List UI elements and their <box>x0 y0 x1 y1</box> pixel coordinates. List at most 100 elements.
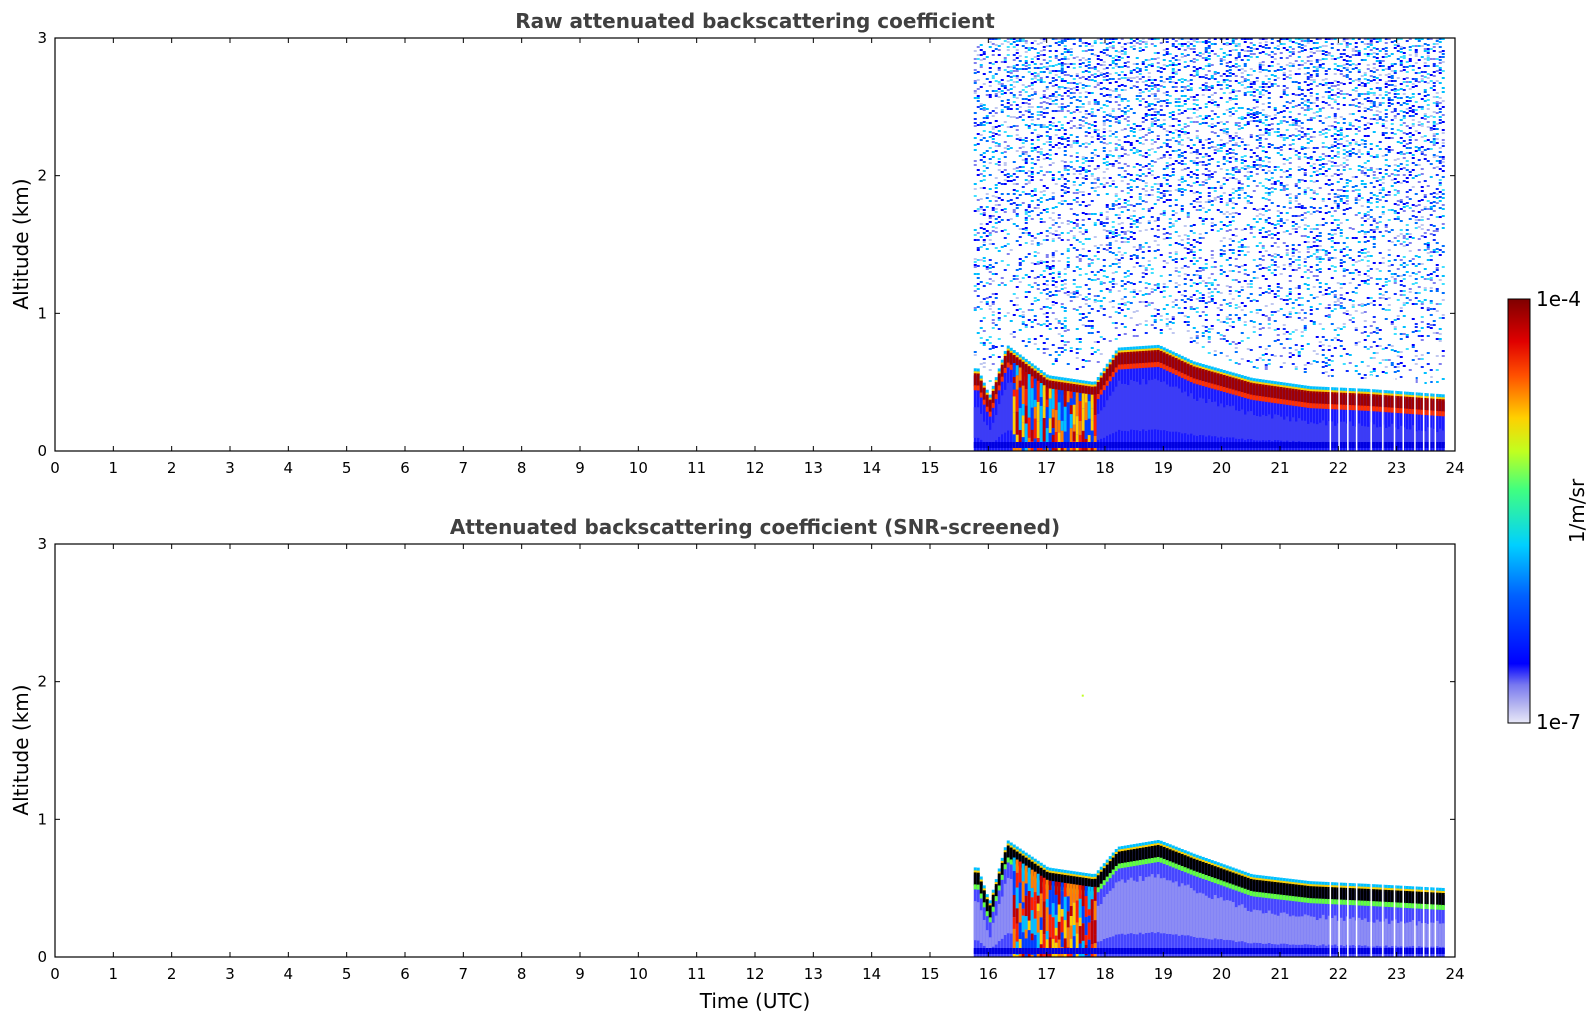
heatmap-cell <box>1291 122 1295 124</box>
heatmap-cell <box>1288 70 1292 72</box>
heatmap-cell <box>1102 314 1106 316</box>
heatmap-cell <box>1237 169 1241 171</box>
heatmap-cell <box>1000 152 1004 154</box>
heatmap-cell <box>979 320 983 322</box>
heatmap-cell <box>1237 291 1241 293</box>
heatmap-cell <box>1042 108 1046 110</box>
heatmap-cell <box>1291 383 1295 388</box>
heatmap-cell <box>1114 149 1118 151</box>
heatmap-cell <box>1300 38 1304 40</box>
heatmap-cell <box>982 214 986 216</box>
heatmap-cell <box>1303 371 1307 373</box>
heatmap-cell <box>1168 295 1172 297</box>
heatmap-cell <box>1243 92 1247 94</box>
heatmap-cell <box>1063 56 1067 58</box>
heatmap-cell <box>1210 141 1214 143</box>
heatmap-cell <box>1078 191 1082 193</box>
heatmap-cell <box>1240 141 1244 143</box>
heatmap-cell <box>1156 111 1160 113</box>
heatmap-cell <box>1069 127 1073 129</box>
heatmap-cell <box>1009 72 1013 74</box>
heatmap-cell <box>1042 158 1046 160</box>
heatmap-cell <box>1189 176 1193 178</box>
heatmap-cell <box>1078 45 1082 47</box>
heatmap-cell <box>1246 167 1250 169</box>
heatmap-cell <box>1135 203 1139 205</box>
heatmap-cell <box>1066 110 1070 112</box>
heatmap-cell <box>1294 259 1298 261</box>
heatmap-cell <box>1198 196 1202 198</box>
heatmap-cell <box>1042 418 1046 442</box>
heatmap-cell <box>1306 101 1310 103</box>
heatmap-cell <box>1018 204 1022 206</box>
heatmap-cell <box>1198 366 1202 370</box>
heatmap-cell <box>1027 180 1031 182</box>
heatmap-cell <box>1186 137 1190 139</box>
heatmap-cell <box>979 105 983 107</box>
heatmap-cell <box>1198 217 1202 219</box>
heatmap-cell <box>1090 79 1094 81</box>
heatmap-cell <box>1030 388 1034 408</box>
heatmap-cell <box>1228 140 1232 142</box>
heatmap-cell <box>1105 168 1109 170</box>
heatmap-cell <box>997 81 1001 83</box>
heatmap-cell <box>1129 144 1133 146</box>
heatmap-cell <box>988 221 992 223</box>
heatmap-cell <box>1021 146 1025 148</box>
heatmap-cell <box>1027 361 1031 366</box>
heatmap-cell <box>1198 242 1202 244</box>
heatmap-cell <box>973 273 977 275</box>
heatmap-cell <box>1135 381 1139 431</box>
heatmap-cell <box>1093 103 1097 105</box>
heatmap-cell <box>1264 172 1268 174</box>
heatmap-cell <box>1003 179 1007 181</box>
heatmap-cell <box>1009 442 1013 448</box>
heatmap-cell <box>1063 442 1067 448</box>
heatmap-cell <box>1075 160 1079 162</box>
heatmap-cell <box>1039 71 1043 73</box>
heatmap-cell <box>1264 210 1268 212</box>
heatmap-cell <box>1027 111 1031 113</box>
heatmap-cell <box>1228 157 1232 159</box>
heatmap-cell <box>973 261 977 263</box>
heatmap-cell <box>1294 195 1298 197</box>
heatmap-cell <box>1249 68 1253 70</box>
heatmap-cell <box>1090 53 1094 55</box>
heatmap-cell <box>1291 354 1295 356</box>
heatmap-cell <box>1045 267 1049 269</box>
heatmap-cell <box>1264 291 1268 293</box>
heatmap-cell <box>1072 168 1076 170</box>
heatmap-cell <box>1156 349 1160 363</box>
heatmap-cell <box>1003 61 1007 63</box>
heatmap-cell <box>1282 399 1286 405</box>
heatmap-cell <box>1123 163 1127 165</box>
heatmap-cell <box>1150 291 1154 293</box>
heatmap-cell <box>1003 284 1007 286</box>
heatmap-cell <box>1033 442 1037 448</box>
heatmap-cell <box>1204 65 1208 67</box>
heatmap-cell <box>1066 429 1070 451</box>
heatmap-cell <box>1195 74 1199 76</box>
heatmap-cell <box>1234 171 1238 173</box>
heatmap-cell <box>1288 313 1292 315</box>
heatmap-cell <box>1033 207 1037 209</box>
heatmap-cell <box>1192 378 1196 384</box>
heatmap-cell <box>1012 293 1016 295</box>
heatmap-cell <box>1252 81 1256 83</box>
heatmap-cell <box>1120 89 1124 91</box>
heatmap-cell <box>1021 170 1025 172</box>
heatmap-cell <box>1147 59 1151 61</box>
heatmap-cell <box>1213 149 1217 151</box>
heatmap-cell <box>1111 231 1115 233</box>
heatmap-cell <box>1291 134 1295 136</box>
heatmap-cell <box>1138 384 1142 432</box>
heatmap-cell <box>1075 384 1079 398</box>
heatmap-cell <box>1288 356 1292 358</box>
heatmap-cell <box>997 404 1001 437</box>
heatmap-cell <box>1225 216 1229 218</box>
heatmap-cell <box>1279 366 1283 368</box>
heatmap-cell <box>1087 218 1091 220</box>
heatmap-cell <box>1162 81 1166 83</box>
heatmap-cell <box>1210 225 1214 227</box>
heatmap-cell <box>1192 308 1196 310</box>
